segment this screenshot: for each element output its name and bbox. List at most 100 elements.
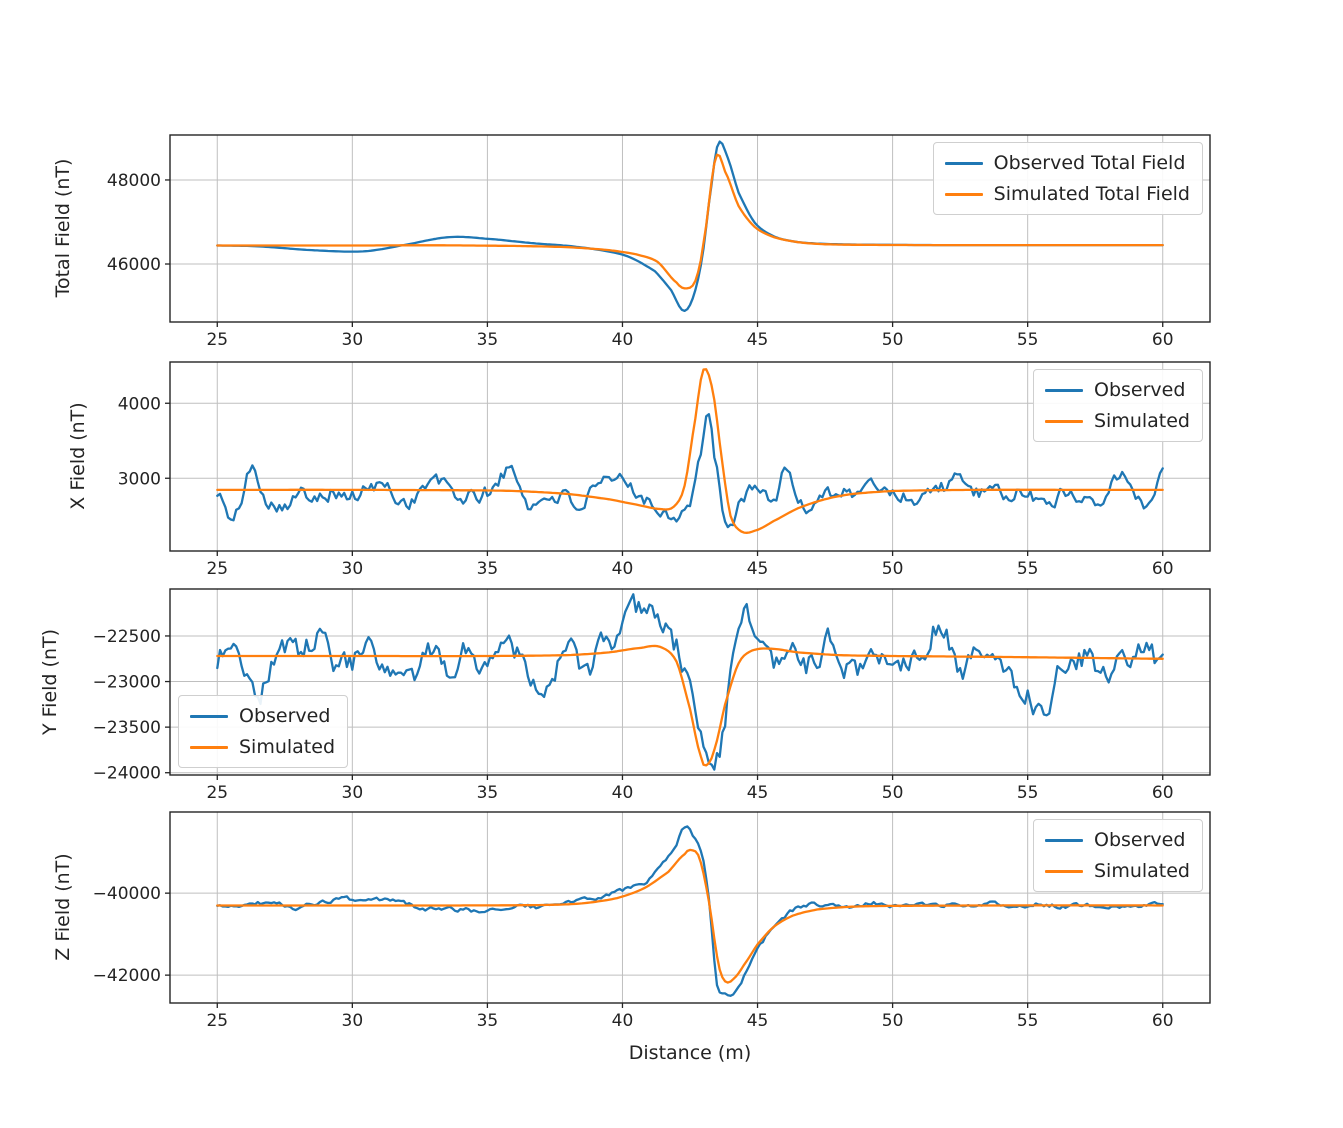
svg-text:55: 55 — [1017, 1011, 1039, 1031]
y-axis-label-z-field: Z Field (nT) — [52, 853, 74, 961]
axes-spines — [169, 134, 1211, 323]
legend-panel-3: Observed Simulated — [178, 695, 349, 768]
svg-text:40: 40 — [612, 783, 634, 803]
simulated-line — [216, 848, 1164, 984]
legend-label: Observed — [239, 705, 331, 727]
legend-line-swatch — [944, 192, 983, 196]
tick-marks — [165, 635, 1164, 780]
legend-line-swatch — [1044, 869, 1083, 873]
svg-text:50: 50 — [882, 559, 904, 579]
simulated-line — [216, 644, 1164, 767]
svg-text:55: 55 — [1017, 783, 1039, 803]
svg-text:50: 50 — [882, 783, 904, 803]
svg-text:−23000: −23000 — [93, 673, 161, 693]
legend-item: Observed — [1044, 377, 1190, 403]
svg-text:35: 35 — [477, 783, 499, 803]
svg-text:−22500: −22500 — [93, 627, 161, 647]
svg-text:−40000: −40000 — [93, 884, 161, 904]
axes-spines — [169, 811, 1211, 1004]
legend-line-swatch — [944, 161, 983, 165]
svg-text:45: 45 — [747, 1011, 769, 1031]
gridlines — [170, 589, 1210, 775]
svg-text:50: 50 — [882, 330, 904, 350]
tick-labels: 25 30 35 40 45 50 55 60 46000 48000 — [107, 171, 1174, 350]
svg-text:60: 60 — [1152, 783, 1174, 803]
legend-line-swatch — [1044, 419, 1083, 423]
panel-2: 25 30 35 40 45 50 55 60 3000 4000 — [118, 361, 1211, 579]
legend-line-swatch — [190, 714, 228, 718]
observed-line — [216, 413, 1164, 529]
legend-label: Simulated — [239, 736, 336, 758]
svg-text:55: 55 — [1017, 330, 1039, 350]
svg-text:35: 35 — [477, 559, 499, 579]
tick-marks — [165, 892, 1164, 1008]
legend-item: Observed — [190, 703, 335, 729]
legend-label: Simulated Total Field — [993, 183, 1190, 205]
svg-text:25: 25 — [206, 559, 228, 579]
y-axis-label-y-field: Y Field (nT) — [39, 628, 61, 736]
svg-text:−42000: −42000 — [93, 966, 161, 986]
legend-label: Observed Total Field — [993, 152, 1186, 174]
observed-line — [216, 593, 1164, 771]
panel-3: 25 30 35 40 45 50 55 60 −22500 −23000 −23500 −24000 — [93, 588, 1211, 803]
svg-text:−23500: −23500 — [93, 718, 161, 738]
svg-text:30: 30 — [342, 559, 364, 579]
svg-text:35: 35 — [477, 1011, 499, 1031]
legend-item: Simulated — [190, 734, 335, 760]
svg-text:55: 55 — [1017, 559, 1039, 579]
svg-text:46000: 46000 — [107, 255, 161, 275]
legend-item: Simulated Total Field — [944, 181, 1190, 207]
tick-labels: 25 30 35 40 45 50 55 60 −22500 −23000 −23500 −24000 — [93, 627, 1174, 803]
svg-text:−24000: −24000 — [93, 764, 161, 784]
svg-text:40: 40 — [612, 559, 634, 579]
legend-panel-4: Observed Simulated — [1032, 819, 1203, 892]
legend-label: Observed — [1093, 829, 1186, 851]
simulated-line — [216, 368, 1164, 534]
svg-text:25: 25 — [206, 783, 228, 803]
legend-label: Simulated — [1093, 860, 1190, 882]
axes-spines — [169, 361, 1211, 552]
svg-text:45: 45 — [747, 559, 769, 579]
tick-labels: 25 30 35 40 45 50 55 60 3000 4000 — [118, 394, 1174, 579]
legend-line-swatch — [190, 745, 228, 749]
legend-panel-1: Observed Total Field Simulated Total Fiel… — [932, 142, 1203, 215]
svg-text:60: 60 — [1152, 330, 1174, 350]
svg-text:35: 35 — [477, 330, 499, 350]
legend-item: Simulated — [1044, 408, 1190, 434]
tick-labels: 25 30 35 40 45 50 55 60 −40000 −42000 — [93, 884, 1174, 1031]
svg-text:45: 45 — [747, 330, 769, 350]
observed-line — [216, 825, 1164, 997]
svg-text:30: 30 — [342, 330, 364, 350]
svg-text:40: 40 — [612, 1011, 634, 1031]
svg-text:60: 60 — [1152, 1011, 1174, 1031]
legend-item: Observed Total Field — [944, 150, 1190, 176]
tick-marks — [165, 179, 1164, 327]
svg-text:4000: 4000 — [118, 394, 161, 414]
legend-label: Observed — [1093, 379, 1186, 401]
svg-text:48000: 48000 — [107, 171, 161, 191]
svg-text:60: 60 — [1152, 559, 1174, 579]
svg-text:40: 40 — [612, 330, 634, 350]
legend-line-swatch — [1044, 388, 1083, 392]
simulated-total-field-line — [216, 153, 1164, 290]
svg-text:25: 25 — [206, 330, 228, 350]
legend-item: Observed — [1044, 827, 1190, 853]
y-axis-label-x-field: X Field (nT) — [67, 402, 89, 510]
panel-4: 25 30 35 40 45 50 55 60 −40000 −42000 — [93, 811, 1211, 1031]
panel-1: 25 30 35 40 45 50 55 60 46000 48000 — [107, 134, 1211, 350]
svg-text:50: 50 — [882, 1011, 904, 1031]
y-axis-label-total-field: Total Field (nT) — [52, 158, 74, 298]
svg-text:45: 45 — [747, 783, 769, 803]
legend-label: Simulated — [1093, 410, 1190, 432]
legend-line-swatch — [1044, 838, 1083, 842]
svg-text:30: 30 — [342, 783, 364, 803]
legend-panel-2: Observed Simulated — [1032, 369, 1203, 442]
x-axis-label-distance: Distance (m) — [628, 1042, 752, 1064]
svg-text:3000: 3000 — [118, 469, 161, 489]
svg-text:30: 30 — [342, 1011, 364, 1031]
legend-item: Simulated — [1044, 858, 1190, 884]
svg-text:25: 25 — [206, 1011, 228, 1031]
gridlines — [170, 362, 1210, 551]
